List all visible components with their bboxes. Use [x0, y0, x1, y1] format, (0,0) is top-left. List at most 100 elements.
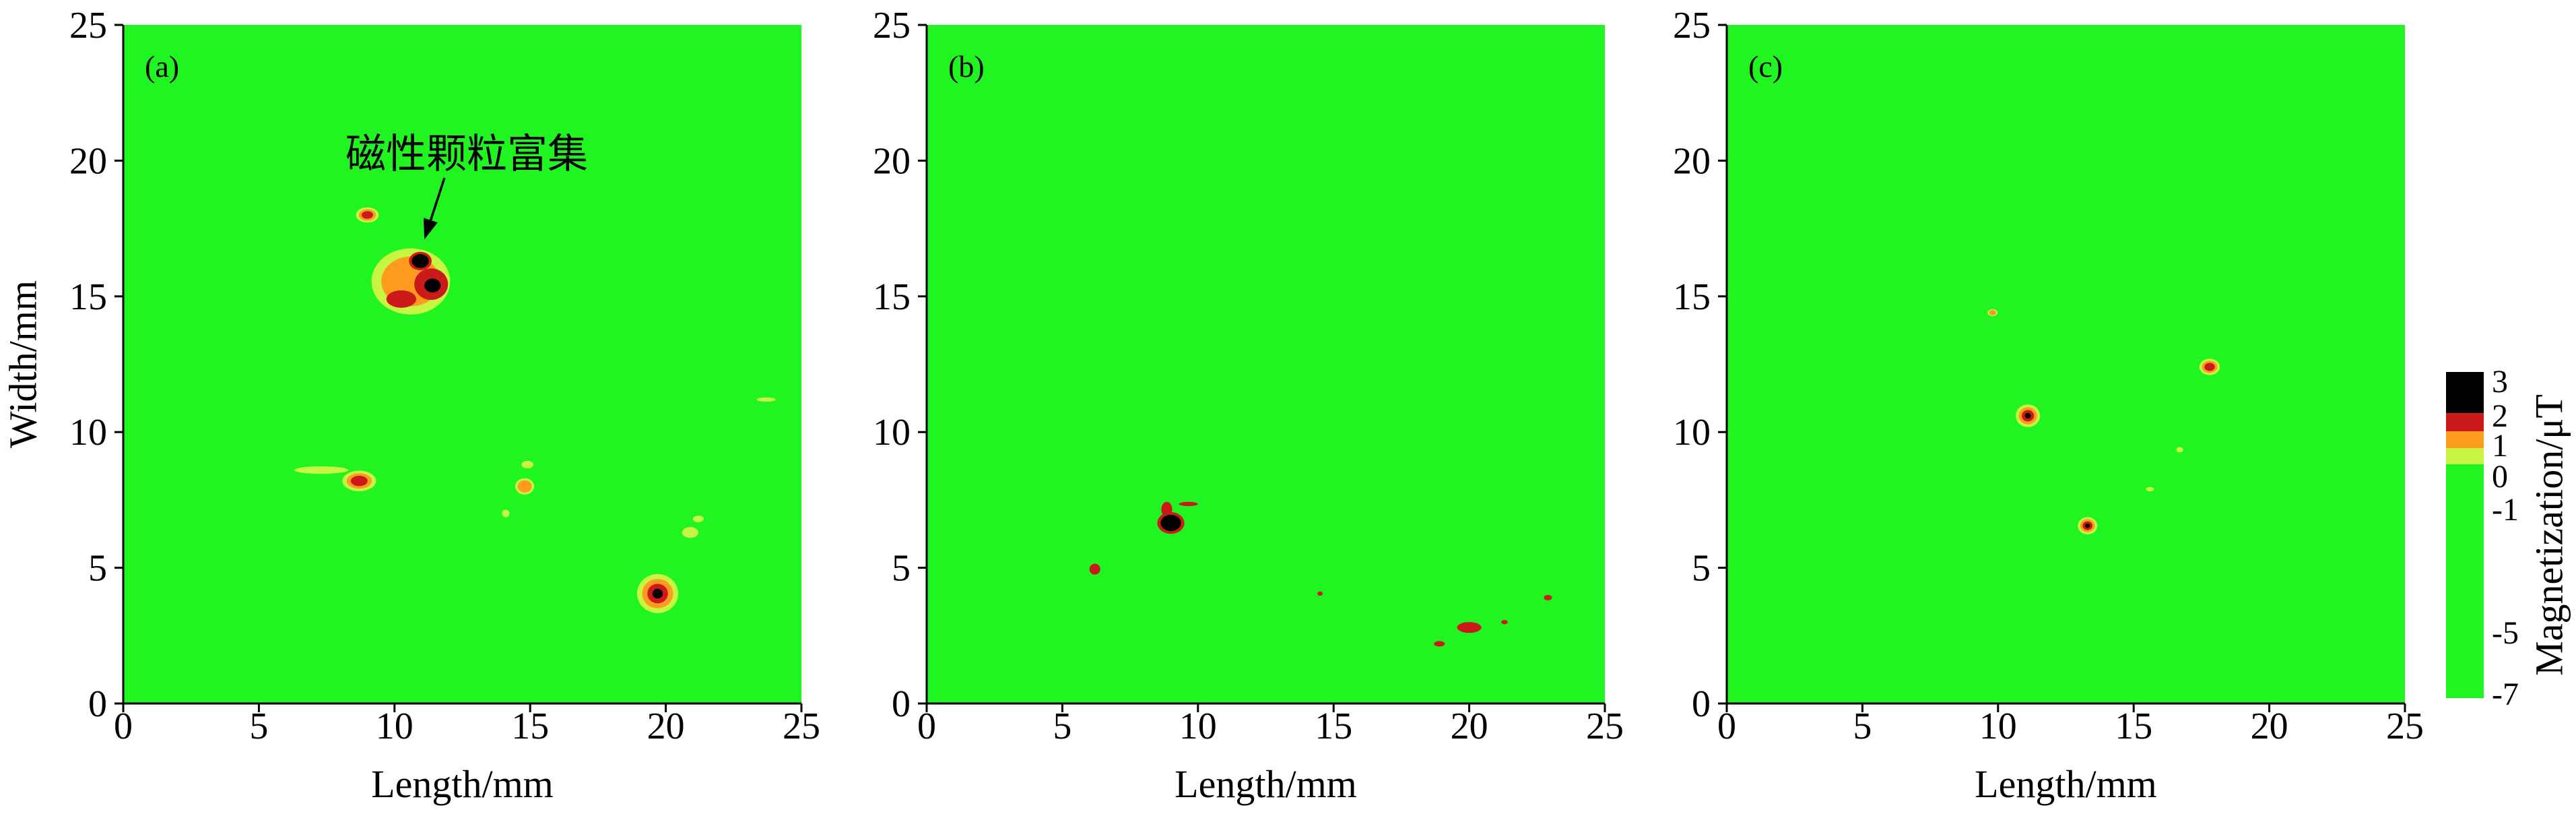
contour-level-0-spot — [682, 527, 698, 538]
contour-level-0-spot — [2146, 487, 2154, 491]
contour-level-2-spot — [1161, 501, 1173, 518]
colorbar-tick-label: -1 — [2492, 492, 2519, 528]
y-tick-label: 25 — [69, 5, 107, 46]
x-tick-label: 20 — [647, 706, 685, 747]
y-axis-label: Width/mm — [1, 280, 45, 448]
contour-level-3-spot — [1160, 515, 1181, 532]
x-tick-label: 15 — [2115, 706, 2152, 747]
panel-label: (c) — [1748, 49, 1783, 84]
annotation-text: 磁性颗粒富集 — [345, 132, 588, 177]
contour-level-3-spot — [411, 254, 429, 268]
plot-area — [1727, 25, 2405, 703]
colorbar-band — [2446, 372, 2484, 413]
contour-level-2-spot — [350, 476, 368, 487]
y-tick-label: 0 — [892, 683, 911, 725]
contour-level-2-spot — [1434, 641, 1445, 647]
field-background — [927, 25, 1605, 703]
contour-level-0-spot — [294, 466, 349, 474]
contour-level-1-spot — [1989, 310, 1997, 315]
field-background — [123, 25, 801, 703]
contour-level-0-spot — [521, 460, 534, 469]
contour-level-3-spot — [424, 278, 441, 293]
annotation: 磁性颗粒富集 — [345, 132, 588, 240]
contour-level-3-spot — [652, 588, 663, 599]
y-tick-label: 10 — [1673, 412, 1711, 453]
x-tick-label: 5 — [1853, 706, 1872, 747]
y-tick-label: 10 — [873, 412, 911, 453]
y-tick-label: 0 — [1692, 683, 1711, 725]
x-tick-label: 0 — [1717, 706, 1736, 747]
y-tick-label: 10 — [69, 412, 107, 453]
plot-area — [123, 25, 801, 703]
x-axis-label: Length/mm — [1975, 762, 2157, 806]
axes: 0 5 10 15 20 25 0 5 10 15 20 25 — [1673, 5, 2424, 747]
x-tick-label: 10 — [376, 706, 414, 747]
axes: 0 5 10 15 20 25 0 5 10 15 20 25 — [873, 5, 1624, 747]
contour-level-3-spot — [2024, 412, 2031, 419]
x-tick-label: 15 — [1315, 706, 1352, 747]
colorbar-bands — [2446, 372, 2484, 698]
y-tick-label: 5 — [1692, 548, 1711, 590]
x-tick-label: 0 — [114, 706, 133, 747]
x-tick-label: 20 — [2251, 706, 2288, 747]
y-tick-label: 15 — [873, 276, 911, 318]
y-tick-label: 20 — [1673, 140, 1711, 182]
colorbar-band — [2446, 448, 2484, 464]
contour-level-2-spot — [386, 290, 417, 308]
y-tick-label: 0 — [88, 683, 107, 725]
contour-level-0-spot — [692, 515, 704, 522]
contour-level-3-spot — [2085, 524, 2090, 528]
x-tick-label: 10 — [1179, 706, 1217, 747]
x-tick-label: 20 — [1451, 706, 1488, 747]
axes: 0 5 10 15 20 25 0 5 10 15 20 25 — [69, 5, 820, 747]
annotation-arrow-shaft — [429, 177, 446, 221]
contour-level-1-spot — [517, 480, 532, 493]
contour-level-2-spot — [1501, 620, 1508, 625]
colorbar-tick-label: 1 — [2492, 428, 2508, 464]
colorbar-tick-label: 0 — [2492, 459, 2508, 495]
colorbar-band — [2446, 431, 2484, 448]
colorbar-tick-label: 3 — [2492, 364, 2508, 400]
contour-level-2-spot — [1179, 501, 1198, 507]
panel-b: 0 5 10 15 20 25 0 5 10 15 20 25 (b) Length/mm — [873, 5, 1624, 806]
x-tick-label: 25 — [2386, 706, 2424, 747]
contour-level-2-spot — [1457, 622, 1482, 633]
x-tick-label: 5 — [249, 706, 268, 747]
y-tick-label: 25 — [1673, 5, 1711, 46]
y-tick-label: 15 — [1673, 276, 1711, 318]
x-tick-label: 0 — [917, 706, 936, 747]
panel-a: 0 5 10 15 20 25 0 5 10 15 20 25 (a) Length/mm Width… — [1, 5, 821, 806]
y-tick-label: 5 — [88, 548, 107, 590]
x-tick-label: 5 — [1053, 706, 1071, 747]
panel-c: 0 5 10 15 20 25 0 5 10 15 20 25 (c) Length/mm — [1673, 5, 2424, 806]
contour-level-0-spot — [502, 509, 510, 518]
y-tick-label: 20 — [873, 140, 911, 182]
panel-label: (b) — [948, 49, 985, 84]
x-tick-label: 25 — [783, 706, 820, 747]
colorbar-tick-label: 2 — [2492, 398, 2508, 434]
y-tick-label: 15 — [69, 276, 107, 318]
contour-level-0-spot — [756, 397, 776, 402]
colorbar-tick-label: -5 — [2492, 615, 2519, 651]
x-tick-label: 15 — [511, 706, 549, 747]
y-tick-label: 20 — [69, 140, 107, 182]
field-background — [1727, 25, 2405, 703]
x-tick-label: 10 — [1979, 706, 2017, 747]
colorbar-title: Magnetization/μT — [2528, 394, 2571, 676]
x-axis-label: Length/mm — [1175, 762, 1357, 806]
y-tick-label: 25 — [873, 5, 911, 46]
contour-level-2-spot — [1317, 591, 1323, 596]
contour-level-2-spot — [1089, 563, 1100, 575]
contour-level-2-spot — [362, 211, 373, 219]
contour-level-2-spot — [1544, 594, 1552, 600]
y-tick-label: 5 — [892, 548, 911, 590]
contour-level-0-spot — [2176, 447, 2183, 453]
colorbar-band — [2446, 464, 2484, 698]
colorbar-tick-label: -7 — [2492, 677, 2519, 712]
panel-label: (a) — [145, 49, 179, 84]
annotation-arrowhead — [424, 218, 438, 240]
x-tick-label: 25 — [1586, 706, 1624, 747]
